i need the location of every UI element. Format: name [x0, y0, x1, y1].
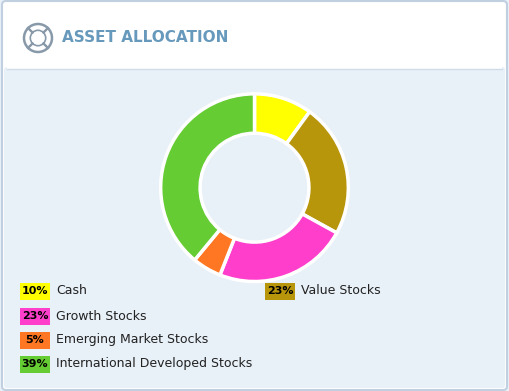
Text: Emerging Market Stocks: Emerging Market Stocks — [56, 334, 208, 346]
Bar — [7, 6, 502, 69]
Text: Growth Stocks: Growth Stocks — [56, 310, 147, 323]
Wedge shape — [254, 94, 309, 143]
Text: ASSET ALLOCATION: ASSET ALLOCATION — [62, 30, 229, 45]
Text: International Developed Stocks: International Developed Stocks — [56, 357, 252, 371]
Wedge shape — [194, 230, 235, 275]
Wedge shape — [161, 94, 254, 260]
Text: Cash: Cash — [56, 285, 87, 298]
Text: 39%: 39% — [22, 359, 48, 369]
Bar — [20, 355, 50, 373]
Wedge shape — [220, 214, 337, 282]
Bar — [20, 283, 50, 300]
Bar — [265, 283, 295, 300]
Text: 5%: 5% — [25, 335, 44, 345]
Text: 23%: 23% — [22, 311, 48, 321]
Bar — [20, 307, 50, 325]
Bar — [20, 332, 50, 348]
Text: 10%: 10% — [22, 286, 48, 296]
Wedge shape — [287, 112, 348, 233]
FancyBboxPatch shape — [4, 67, 505, 388]
Text: Value Stocks: Value Stocks — [301, 285, 381, 298]
Text: 23%: 23% — [267, 286, 293, 296]
